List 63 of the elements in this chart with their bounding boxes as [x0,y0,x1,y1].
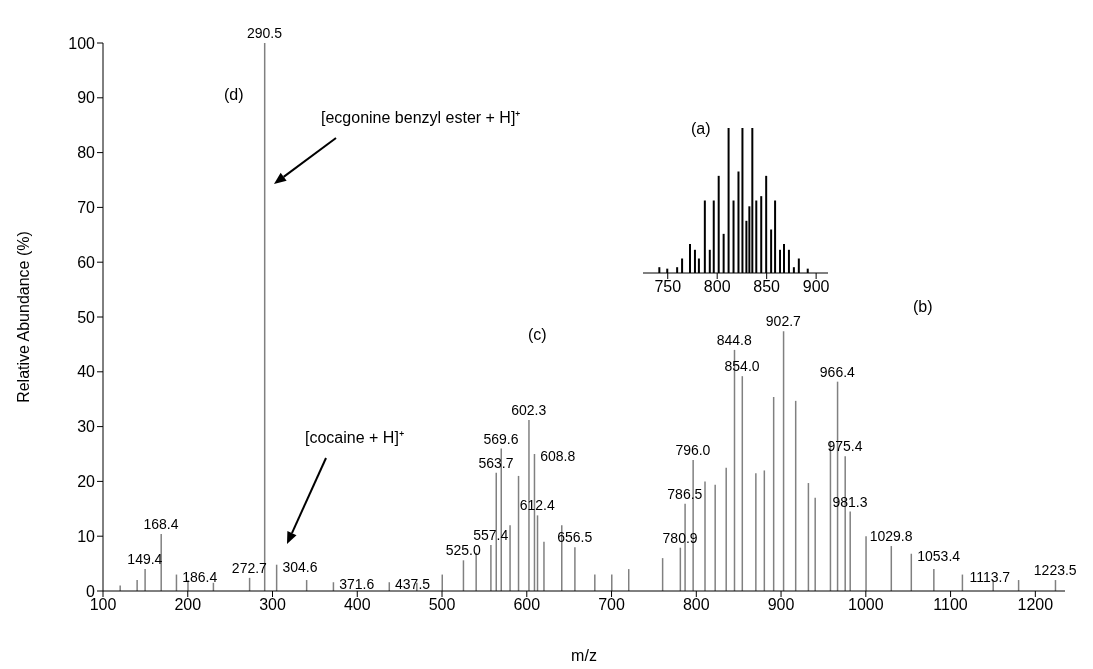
annotation: 656.5 [557,529,593,546]
y-tick-label: 70 [77,199,96,217]
x-tick-label: 800 [682,596,710,614]
annotation: 304.6 [282,558,318,575]
y-tick-label: 40 [77,363,96,381]
y-tick-label: 30 [77,418,96,436]
x-tick-label: 850 [753,278,781,296]
x-tick-label: 500 [428,596,456,614]
x-tick-label: 750 [654,278,682,296]
x-tick-label: 1000 [848,596,884,614]
annotation: 1029.8 [869,528,913,545]
annotation: [cocaine + H]⁺ [305,428,404,448]
annotation: 272.7 [231,559,268,576]
y-tick-label: 100 [68,34,96,52]
annotation: 525.0 [445,542,481,559]
x-tick-label: 1200 [1017,596,1054,614]
annotation: 1223.5 [1033,562,1077,579]
annotation: 612.4 [519,497,556,514]
y-tick-label: 20 [77,473,96,491]
annotation: 902.7 [765,313,802,330]
x-tick-label: 400 [343,596,371,614]
annotation: 569.6 [483,430,519,447]
y-tick-label: 90 [77,89,96,107]
y-tick-label: 50 [77,308,96,326]
x-tick-label: 800 [703,278,731,296]
annotation: 796.0 [675,442,711,459]
annotation: 186.4 [182,568,218,585]
x-tick-label: 200 [174,596,202,614]
annotation: 371.6 [339,576,375,593]
annotation: 786.5 [667,485,703,502]
annotation: (b) [913,298,933,316]
x-tick-label: 300 [259,596,286,614]
annotation: 608.8 [540,448,576,464]
y-tick-label: 60 [77,253,96,271]
annotation: 975.4 [827,438,863,455]
y-axis-title: Relative Abundance (%) [14,231,32,403]
x-axis-title: m/z [571,647,597,664]
annotation: [ecgonine benzyl ester + H]⁺ [321,108,521,128]
annotation: (d) [224,86,244,104]
annotation: 966.4 [819,363,856,380]
annotation: 290.5 [246,25,283,41]
x-tick-label: 700 [598,596,625,614]
annotation: 557.4 [473,526,509,543]
x-tick-label: 900 [802,278,830,296]
annotation: 1053.4 [917,547,961,564]
x-tick-label: 600 [513,596,541,614]
annotation: 437.5 [395,576,431,593]
annotation: 981.3 [832,493,868,510]
annotation: 854.0 [724,358,760,375]
x-tick-label: 900 [767,596,795,614]
annotation: (a) [691,120,711,138]
annotation: 1113.7 [969,568,1011,585]
annotation: 602.3 [511,402,547,419]
annotation: 149.4 [127,551,163,568]
x-tick-label: 100 [89,596,117,614]
annotation: (c) [528,326,547,344]
annotation: 780.9 [662,529,698,546]
annotation: 563.7 [478,454,514,471]
y-tick-label: 10 [77,527,96,545]
annotation: 168.4 [143,516,179,533]
y-tick-label: 80 [77,144,96,162]
x-tick-label: 1100 [933,596,968,614]
annotation: 844.8 [716,331,752,348]
